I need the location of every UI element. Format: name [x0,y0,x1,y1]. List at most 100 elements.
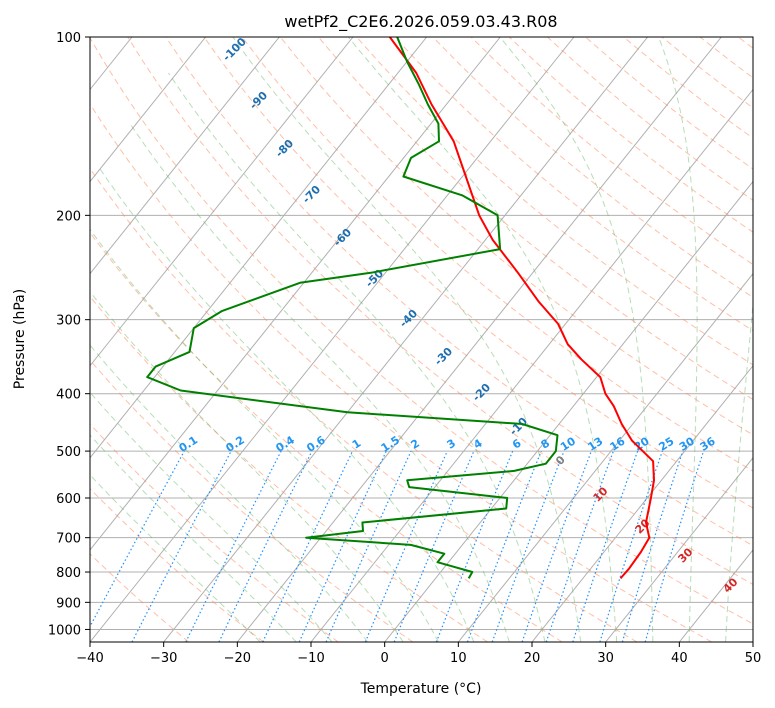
dry-adiabat-line [203,37,753,509]
isotherm-line [90,37,501,551]
mixing-ratio-line [572,450,639,642]
x-tick-label: −20 [224,651,251,666]
isotherm-line [90,37,428,459]
moist-adiabat-line [90,434,297,642]
isotherm-line [457,272,753,642]
dry-adiabat-line [737,37,753,49]
dry-adiabat-label: 30 [676,545,696,565]
moist-adiabat-line [347,37,618,642]
background-lines [0,37,753,642]
moist-adiabat-line [90,474,261,642]
mixing-ratio-label: 3 [445,437,459,452]
y-tick-label: 1000 [48,623,81,638]
dry-adiabat-line [241,37,753,472]
isotherm-line [531,364,753,642]
x-tick-label: −30 [150,651,177,666]
mixing-ratio-line [621,450,684,642]
mixing-ratio-label: 6 [510,436,524,451]
dry-adiabat-line [547,37,753,201]
moist-adiabat-line [725,299,753,642]
dry-adiabat-line [432,37,753,298]
isotherm-line [310,88,753,642]
dry-adiabat-label: -30 [432,345,455,368]
y-tick-label: 200 [56,209,81,224]
mixing-ratio-label: 2 [408,437,422,452]
moist-adiabat-line [97,165,475,642]
moist-adiabat-line [129,123,510,642]
dry-adiabat-line [470,37,753,266]
dry-adiabat-label: -100 [220,35,249,64]
mixing-ratio-label: 0.2 [223,433,246,455]
mixing-ratio-label: 4 [471,436,485,451]
isotherm-line [384,180,753,642]
mixing-ratio-line [185,450,282,642]
isotherm-line [90,37,280,275]
temperature-line [388,37,655,580]
mixing-ratio-label: 0.6 [304,433,328,455]
x-tick-label: 50 [745,651,762,666]
isotherm-line [0,37,58,642]
moist-adiabat-line [499,37,654,642]
dry-adiabat-line [127,37,753,586]
x-axis-label: Temperature (°C) [360,681,482,697]
isotherm-line [678,549,753,642]
mixing-ratio-line [521,450,592,642]
mixing-ratio-label: 0.4 [273,433,297,455]
mixing-ratio-line [545,450,614,642]
dry-adiabat-line [90,167,638,642]
dry-adiabat-line [90,487,264,642]
profile-series [146,37,655,580]
x-tick-label: −40 [76,651,103,666]
y-tick-label: 800 [56,566,81,581]
mixing-ratio-line [466,450,542,642]
dry-adiabat-label: 10 [591,484,611,504]
y-axis: 1000 900 800 700 600 500 400 300 200 100 [48,31,90,638]
y-tick-label: 900 [56,596,81,611]
mixing-ratio-line [364,450,448,642]
dry-adiabat-line [90,359,414,642]
isotherm-line [90,37,575,642]
mixing-ratio-line [262,450,354,642]
x-tick-label: 40 [671,651,688,666]
moist-adiabat-line [90,291,404,642]
x-tick-label: −10 [297,651,324,666]
x-axis: −40 −30 −20 −10 0 10 20 30 40 50 [76,642,761,666]
dry-adiabat-label: -20 [470,381,493,404]
mixing-ratio-line [599,450,663,642]
y-tick-label: 400 [56,388,81,403]
dry-adiabat-label: -90 [247,89,270,112]
dewpoint-line [146,37,559,579]
dry-adiabat-line [90,295,488,642]
dry-adiabat-label: -60 [331,226,354,249]
dry-adiabat-line [90,553,190,642]
isotherm-line [236,37,722,642]
mixing-ratio-label: 8 [539,437,553,452]
mixing-ratio-label: 1 [350,437,364,452]
x-tick-label: 30 [597,651,614,666]
dry-adiabat-line [90,423,339,642]
moist-adiabat-line [658,37,698,642]
y-tick-label: 700 [56,532,81,547]
mixing-ratio-line [491,450,565,642]
dry-adiabat-line [394,37,753,332]
mixing-ratio-line [644,450,705,642]
dry-adiabat-label: -70 [300,183,323,206]
dry-adiabat-label: 40 [721,575,741,595]
y-tick-label: 300 [56,314,81,329]
dry-adiabat-line [356,37,753,366]
plot-frame [89,36,754,643]
moist-adiabat-line [90,391,333,642]
y-tick-label: 500 [56,445,81,460]
dry-adiabat-line [699,37,753,79]
dry-adiabat-line [318,37,753,401]
isotherm-line [163,37,649,642]
dry-adiabat-line [90,103,712,642]
dry-adiabat-line [165,37,753,547]
moist-adiabat-line [232,37,582,642]
isotherm-line [752,641,753,642]
dry-adiabat-label: 0 [553,453,568,468]
chart-title: wetPf2_C2E6.2026.059.03.43.R08 [284,12,557,32]
mixing-ratio-line [90,450,185,628]
isotherm-line [90,37,207,183]
isotherm-line [605,457,753,642]
